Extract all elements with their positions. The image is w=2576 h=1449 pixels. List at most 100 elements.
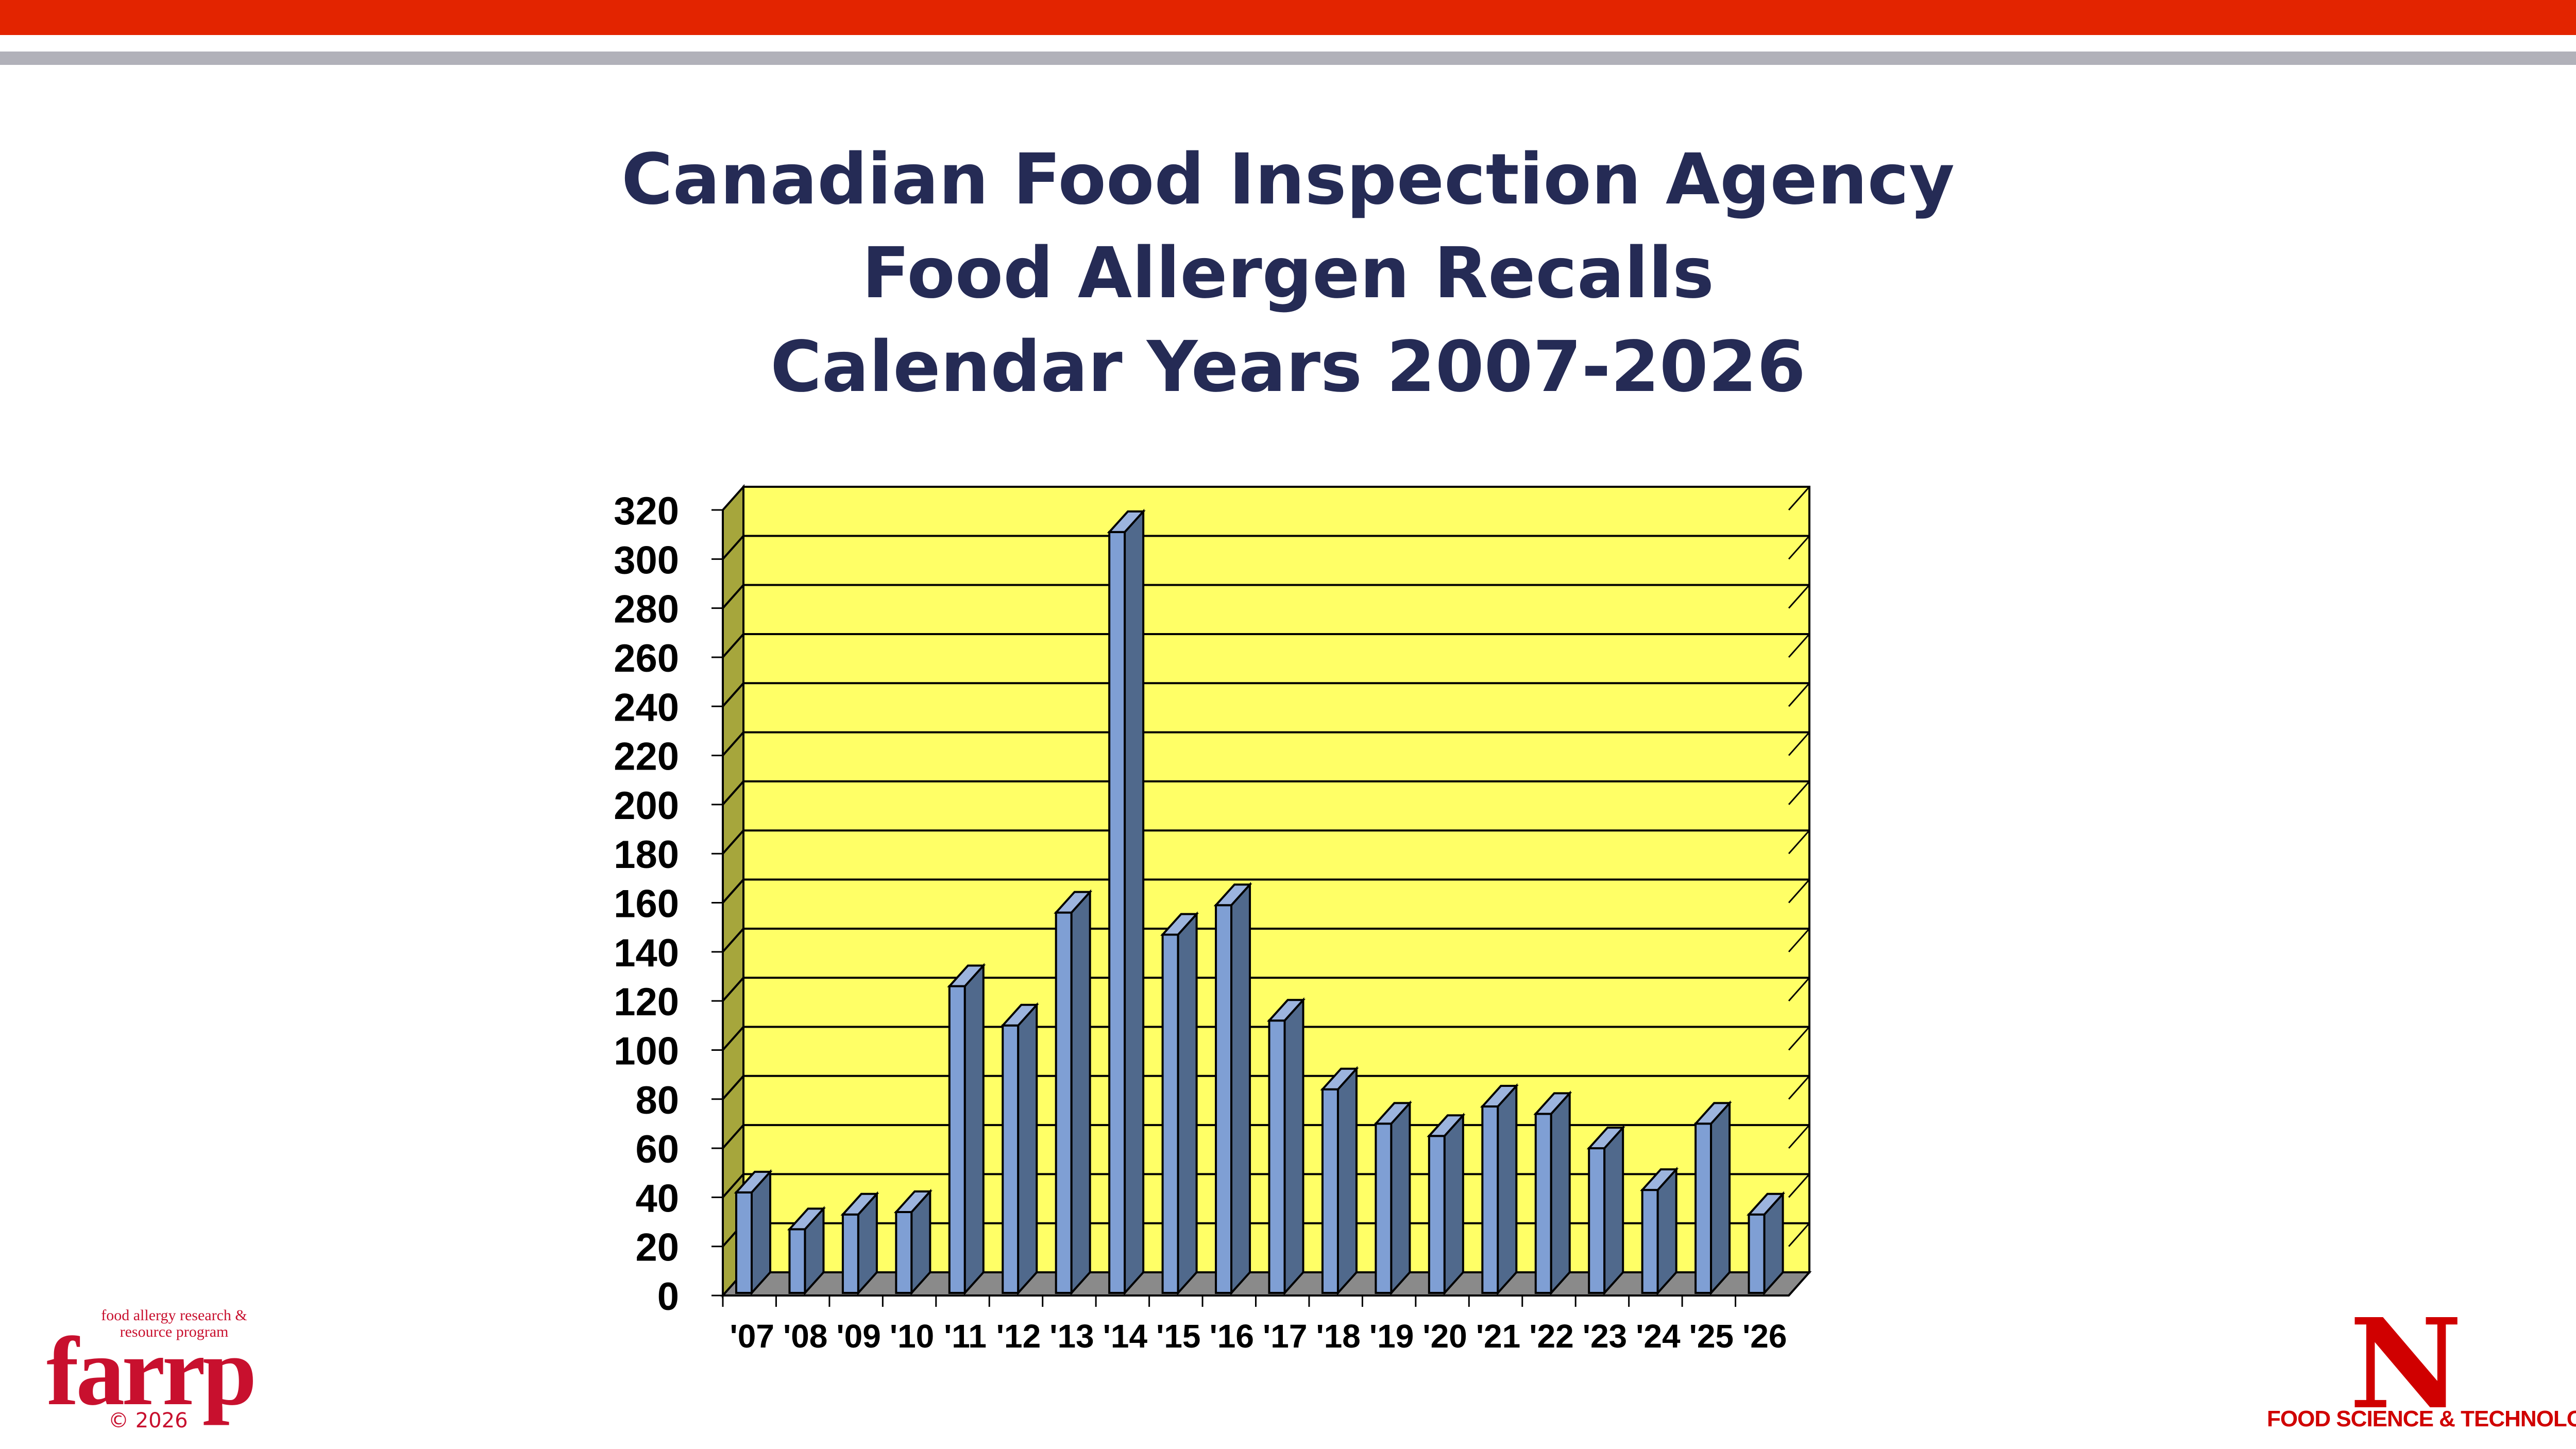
y-tick-label: 160: [614, 882, 679, 926]
x-tick-label: '17: [1263, 1318, 1307, 1355]
slide-title: Canadian Food Inspection Agency Food All…: [0, 133, 2576, 414]
bar-side: [1603, 1124, 1624, 1296]
gridline-side: [722, 977, 744, 1002]
y-tick-label: 140: [614, 931, 679, 975]
y-tick-label: 60: [635, 1128, 679, 1171]
bar-front: [1694, 1122, 1713, 1294]
bar-front: [1108, 531, 1126, 1294]
bar-front: [1428, 1135, 1446, 1294]
bar-top: [1000, 1003, 1039, 1027]
gridline-tick-right: [1788, 1026, 1810, 1051]
y-tick-label: 320: [614, 489, 679, 533]
x-tick-label: '25: [1689, 1318, 1734, 1355]
gridline-side: [722, 633, 744, 658]
y-tick-label: 280: [614, 588, 679, 632]
bar-top: [947, 964, 986, 987]
bar-side: [963, 963, 985, 1296]
bar-top: [1480, 1085, 1519, 1108]
gridline-tick-right: [1788, 977, 1810, 1002]
x-tick-label: '20: [1422, 1318, 1467, 1355]
bar-side: [1390, 1100, 1411, 1296]
bar-top: [840, 1192, 879, 1216]
bar-top: [1533, 1092, 1572, 1115]
y-tick-label: 40: [635, 1177, 679, 1220]
title-line-2: Food Allergen Recalls: [861, 233, 1715, 314]
bar-top: [1693, 1102, 1732, 1125]
gridline-tick-right: [1788, 879, 1810, 904]
bar-side: [1017, 1002, 1038, 1296]
bar-front: [1375, 1122, 1393, 1294]
x-tick-label: '15: [1156, 1318, 1200, 1355]
y-tick-label: 120: [614, 980, 679, 1024]
y-tick-label: 300: [614, 538, 679, 582]
bar-front: [788, 1228, 806, 1294]
x-tick-label: '07: [730, 1318, 774, 1355]
bar-top: [1054, 891, 1093, 914]
gridline-tick-right: [1788, 1075, 1810, 1100]
y-tick-label: 100: [614, 1029, 679, 1073]
x-tick-label: '19: [1369, 1318, 1414, 1355]
gridline-tick-right: [1788, 584, 1810, 609]
gridline-side: [722, 584, 744, 609]
bar-front: [948, 985, 966, 1294]
bar-top: [893, 1190, 933, 1213]
y-tick-label: 20: [635, 1226, 679, 1270]
gridline-side: [722, 780, 744, 806]
x-tick-label: '11: [944, 1318, 987, 1355]
top-red-bar: [0, 0, 2576, 35]
x-tick-label: '26: [1742, 1318, 1787, 1355]
bar-top: [1747, 1192, 1786, 1216]
gridline-tick-right: [1788, 1124, 1810, 1149]
gridline-side: [722, 928, 744, 953]
gridline-side: [722, 829, 744, 855]
x-tick-label: '12: [996, 1318, 1041, 1355]
gridline-tick-right: [1788, 928, 1810, 952]
bar-front: [1588, 1147, 1606, 1294]
x-tick-label: '13: [1049, 1318, 1094, 1355]
y-tick-label: 220: [614, 735, 679, 779]
bar-side: [1443, 1113, 1464, 1296]
x-tick-label: '23: [1583, 1318, 1627, 1355]
bar-front: [1268, 1019, 1286, 1294]
gridline-tick-right: [1788, 830, 1810, 855]
gridline-side: [722, 1026, 744, 1051]
bar-front: [895, 1211, 913, 1294]
chart-labels: 0 20 40 60 80 100 120 140 160 180 200 220 240 260 280 3…: [614, 489, 1787, 1355]
x-tick-label: '21: [1476, 1318, 1520, 1355]
x-tick-label: '16: [1210, 1318, 1254, 1355]
bar-front: [1321, 1088, 1339, 1294]
bar-side: [1550, 1090, 1571, 1296]
y-tick-label: 200: [614, 784, 679, 828]
bar-side: [1710, 1100, 1731, 1296]
farrp-logo: farrp: [46, 1318, 257, 1426]
y-tick-label: 260: [614, 637, 679, 680]
bar-front: [1215, 904, 1233, 1294]
bar-front: [1161, 933, 1179, 1294]
gridline-tick-right: [1788, 1173, 1810, 1198]
bar-top: [1586, 1127, 1625, 1150]
bar-side: [1336, 1066, 1358, 1296]
y-tick-label: 240: [614, 686, 679, 729]
gridline-side: [722, 1173, 744, 1198]
copyright-notice: © 2026: [108, 1409, 188, 1433]
bar-top: [1213, 883, 1252, 907]
x-tick-label: '22: [1529, 1318, 1573, 1355]
bar-side: [1497, 1083, 1518, 1296]
chart-bars: [734, 508, 1786, 1296]
gridline-tick-right: [1788, 1222, 1810, 1247]
farrp-tagline: food allergy research & resource program: [101, 1307, 247, 1340]
x-tick-label: '24: [1636, 1318, 1681, 1355]
bar-side: [1070, 889, 1091, 1296]
bar-top: [1107, 510, 1146, 533]
gridline-tick-right: [1788, 535, 1810, 560]
gridline-side: [722, 682, 744, 707]
gridline-side: [722, 1075, 744, 1100]
bar-front: [1002, 1024, 1020, 1294]
bar-top: [734, 1170, 773, 1194]
y-tick-label: 0: [657, 1275, 679, 1319]
bar-front: [1748, 1213, 1766, 1294]
gridline-tick-right: [1788, 633, 1810, 658]
bar-top: [1267, 999, 1306, 1022]
gridline-side: [722, 731, 744, 756]
